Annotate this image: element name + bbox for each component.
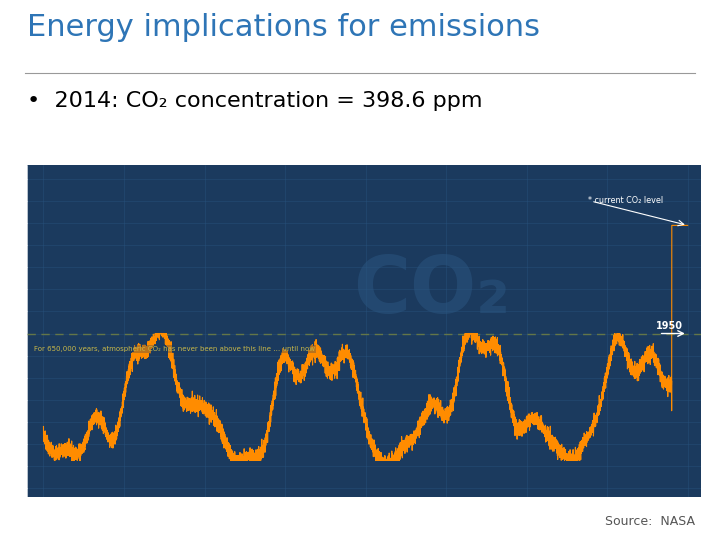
Text: before today (0 = 1950): before today (0 = 1950) [140, 477, 269, 488]
Text: 1950: 1950 [655, 321, 683, 332]
Text: Source:  NASA: Source: NASA [605, 515, 695, 528]
Text: For 650,000 years, atmospheric CO₂ has never been above this line … until now: For 650,000 years, atmospheric CO₂ has n… [34, 346, 315, 352]
Text: Energy implications for emissions: Energy implications for emissions [27, 14, 540, 43]
Text: * as of July 2013: * as of July 2013 [624, 487, 693, 496]
Text: CO₂: CO₂ [353, 253, 510, 329]
Text: * current CO₂ level: * current CO₂ level [588, 195, 663, 205]
Text: •  2014: CO₂ concentration = 398.6 ppm: • 2014: CO₂ concentration = 398.6 ppm [27, 91, 483, 111]
Text: YEARS: YEARS [94, 477, 135, 488]
